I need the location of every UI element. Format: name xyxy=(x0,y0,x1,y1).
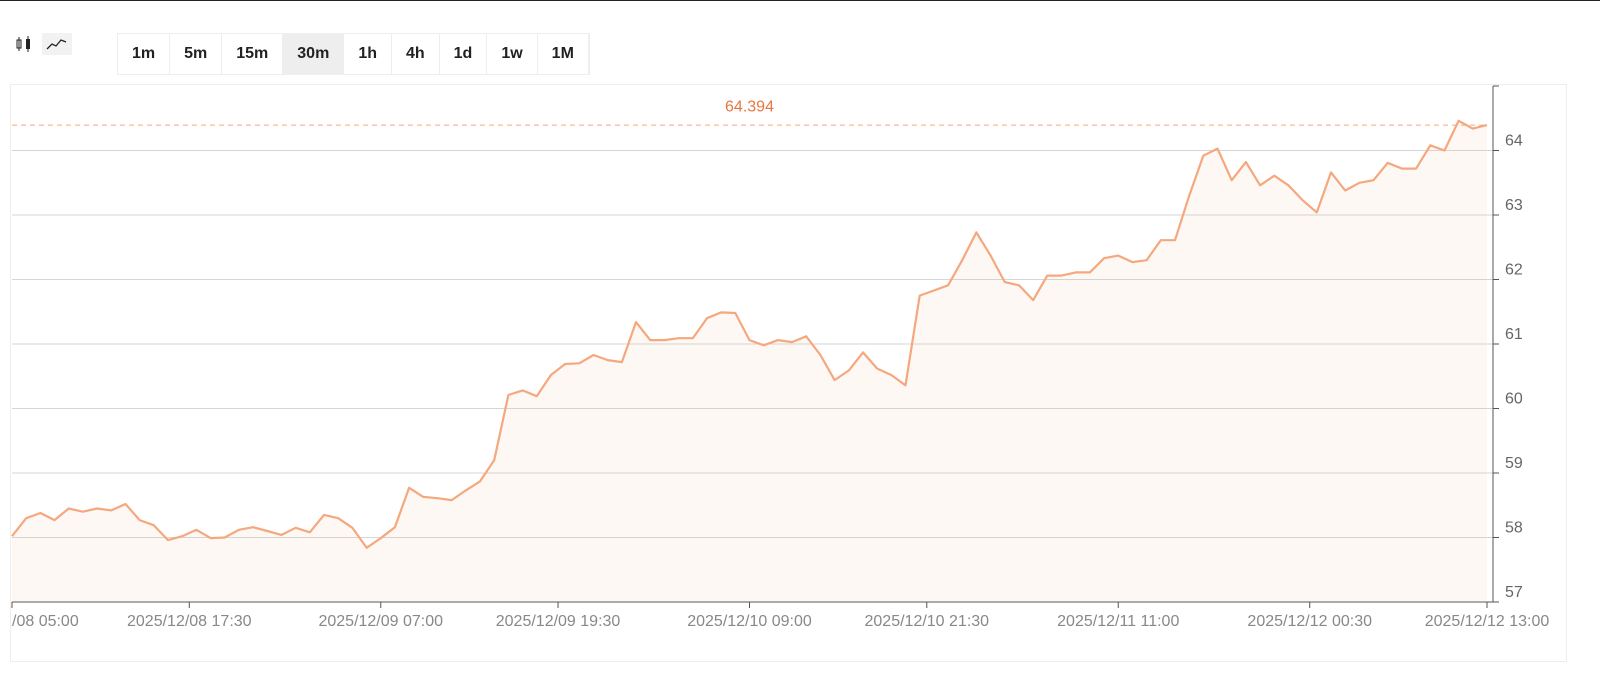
x-tick-label: 2025/12/09 19:30 xyxy=(496,613,621,630)
interval-button[interactable]: 30m xyxy=(283,34,345,74)
area-fill xyxy=(12,120,1487,603)
x-tick-label: 2025/12/10 21:30 xyxy=(865,613,990,630)
interval-button[interactable]: 4h xyxy=(392,34,440,74)
x-tick-label: 2025/12/08 17:30 xyxy=(127,613,252,630)
interval-button[interactable]: 1d xyxy=(440,34,488,74)
interval-button[interactable]: 15m xyxy=(222,34,284,74)
y-tick-label: 63 xyxy=(1505,197,1523,214)
x-tick-label: 2025/12/12 13:00 xyxy=(1425,613,1550,630)
y-tick-label: 64 xyxy=(1505,133,1523,150)
interval-button[interactable]: 5m xyxy=(170,34,223,74)
interval-button[interactable]: 1M xyxy=(538,34,589,74)
y-tick-label: 61 xyxy=(1505,326,1523,343)
x-tick-label: 2025/12/11 11:00 xyxy=(1057,613,1179,630)
y-tick-label: 60 xyxy=(1505,391,1523,408)
x-tick-label: 2025/12/09 07:00 xyxy=(318,613,443,630)
candlestick-icon[interactable] xyxy=(16,36,30,52)
y-tick-label: 57 xyxy=(1505,584,1523,601)
x-tick-label: 2025/12/12 00:30 xyxy=(1247,613,1372,630)
interval-button[interactable]: 1h xyxy=(344,34,392,74)
interval-button[interactable]: 1w xyxy=(487,34,538,74)
y-tick-label: 59 xyxy=(1505,455,1523,472)
interval-button[interactable]: 1m xyxy=(118,34,171,74)
line-icon[interactable] xyxy=(46,39,67,50)
y-tick-label: 58 xyxy=(1505,520,1523,537)
y-tick-label: 62 xyxy=(1505,262,1523,279)
x-tick-label: /08 05:00 xyxy=(12,613,79,630)
interval-toolbar: 1m 5m 15m 30m 1h 4h 1d 1w 1M xyxy=(117,33,590,75)
price-line xyxy=(11,119,1488,549)
chart-type-icons xyxy=(16,33,72,55)
x-tick-label: 2025/12/10 09:00 xyxy=(687,613,812,630)
top-border xyxy=(0,0,1600,1)
current-price-label: 64.394 xyxy=(725,98,774,115)
chart-frame xyxy=(10,84,1567,662)
